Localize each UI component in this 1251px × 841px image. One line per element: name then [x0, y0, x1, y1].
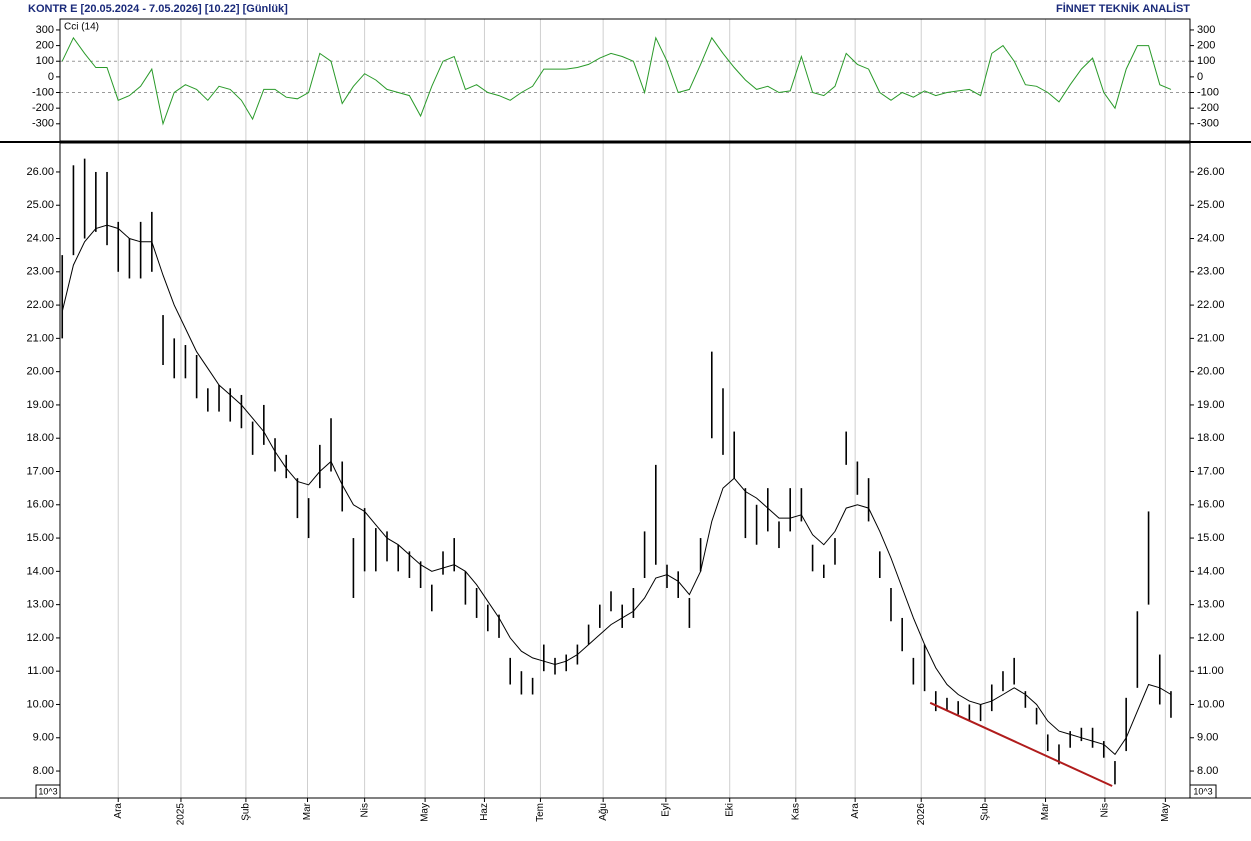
y-tick-label: 14.00	[1197, 565, 1225, 577]
y-tick-label: 22.00	[26, 299, 54, 311]
y-tick-label: 100	[36, 55, 54, 67]
y-tick-label: 16.00	[1197, 499, 1225, 511]
y-tick-label: 12.00	[1197, 632, 1225, 644]
unit-box	[35, 784, 61, 799]
chart-title: KONTR E [20.05.2024 - 7.05.2026] [10.22]…	[28, 3, 288, 15]
y-tick-label: 8.00	[1197, 765, 1218, 777]
y-tick-label: 25.00	[26, 199, 54, 211]
y-tick-label: 17.00	[1197, 465, 1225, 477]
y-tick-label: 300	[1197, 24, 1215, 36]
x-tick-label: Mar	[302, 802, 313, 820]
cci-line	[61, 36, 1172, 126]
unit-label: 10^3	[1193, 786, 1212, 796]
y-tick-label: -300	[32, 118, 54, 130]
x-tick-label: Şub	[241, 803, 252, 821]
y-tick-label: 20.00	[26, 366, 54, 378]
y-tick-label: 25.00	[1197, 199, 1225, 211]
y-tick-label: -200	[1197, 102, 1219, 114]
x-tick-label: Ağu	[598, 803, 609, 821]
moving-average	[61, 224, 1172, 756]
y-tick-label: 19.00	[26, 399, 54, 411]
x-tick-label: May	[420, 803, 431, 822]
y-tick-label: 26.00	[26, 166, 54, 178]
y-tick-label: -300	[1197, 118, 1219, 130]
y-tick-label: 0	[48, 71, 54, 83]
y-tick-label: -100	[32, 86, 54, 98]
y-tick-label: -100	[1197, 86, 1219, 98]
y-tick-label: 22.00	[1197, 299, 1225, 311]
y-tick-label: 200	[1197, 39, 1215, 51]
x-tick-label: Eki	[724, 803, 735, 817]
x-tick-label: Eyl	[661, 803, 672, 817]
y-tick-label: 15.00	[26, 532, 54, 544]
x-tick-label: Tem	[535, 803, 546, 822]
y-tick-label: 9.00	[1197, 732, 1218, 744]
y-tick-label: 23.00	[26, 266, 54, 278]
y-tick-label: 10.00	[26, 698, 54, 710]
y-tick-label: -200	[32, 102, 54, 114]
y-tick-label: 20.00	[1197, 366, 1225, 378]
y-tick-label: 24.00	[26, 232, 54, 244]
y-tick-label: 26.00	[1197, 166, 1225, 178]
y-tick-label: 8.00	[33, 765, 54, 777]
x-tick-label: Şub	[980, 803, 991, 821]
y-tick-label: 24.00	[1197, 232, 1225, 244]
x-tick-label: Kas	[790, 803, 801, 820]
x-tick-label: Haz	[479, 803, 490, 821]
y-tick-label: 18.00	[1197, 432, 1225, 444]
y-tick-label: 11.00	[1197, 665, 1224, 677]
y-tick-label: 21.00	[1197, 332, 1225, 344]
x-tick-label: 2026	[916, 803, 927, 826]
y-tick-label: 17.00	[26, 465, 54, 477]
indicator-label: Cci (14)	[64, 22, 99, 33]
y-tick-label: 200	[36, 39, 54, 51]
y-tick-label: 15.00	[1197, 532, 1225, 544]
unit-label: 10^3	[38, 786, 57, 796]
source: FİNNET TEKNİK ANALİST	[1056, 2, 1190, 15]
x-tick-label: Mar	[1040, 802, 1051, 820]
y-tick-label: 16.00	[26, 499, 54, 511]
y-tick-label: 11.00	[27, 665, 54, 677]
y-tick-label: 23.00	[1197, 266, 1225, 278]
x-tick-label: Ara	[850, 803, 861, 819]
y-tick-label: 18.00	[26, 432, 54, 444]
trend-line	[929, 701, 1113, 787]
y-tick-label: 0	[1197, 71, 1203, 83]
y-tick-label: 19.00	[1197, 399, 1225, 411]
y-tick-label: 14.00	[26, 565, 54, 577]
x-tick-label: Nis	[1100, 803, 1111, 817]
x-tick-label: Ara	[113, 803, 124, 819]
unit-box	[1189, 784, 1217, 799]
y-tick-label: 10.00	[1197, 698, 1225, 710]
y-tick-label: 300	[36, 24, 54, 36]
y-tick-label: 21.00	[26, 332, 54, 344]
y-tick-label: 100	[1197, 55, 1215, 67]
x-tick-label: May	[1160, 803, 1171, 822]
x-tick-label: 2025	[176, 803, 187, 826]
y-tick-label: 12.00	[26, 632, 54, 644]
y-tick-label: 13.00	[26, 599, 54, 611]
x-tick-label: Nis	[359, 803, 370, 817]
y-tick-label: 13.00	[1197, 599, 1225, 611]
y-tick-label: 9.00	[33, 732, 54, 744]
